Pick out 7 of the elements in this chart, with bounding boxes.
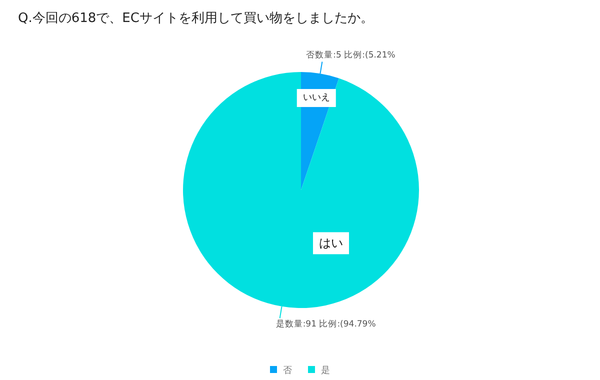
data-label: 是数量:91 比例:(94.79%: [276, 318, 376, 330]
legend-label: 否: [283, 366, 292, 376]
text: いいえ: [302, 93, 330, 104]
text: はい: [319, 236, 343, 250]
legend-label: 是: [321, 365, 330, 376]
data-label: 否数量:5 比例:(5.21%: [306, 50, 396, 61]
chart-title: Q.今回の618で、ECサイトを利用して買い物をしましたか。: [18, 11, 374, 26]
